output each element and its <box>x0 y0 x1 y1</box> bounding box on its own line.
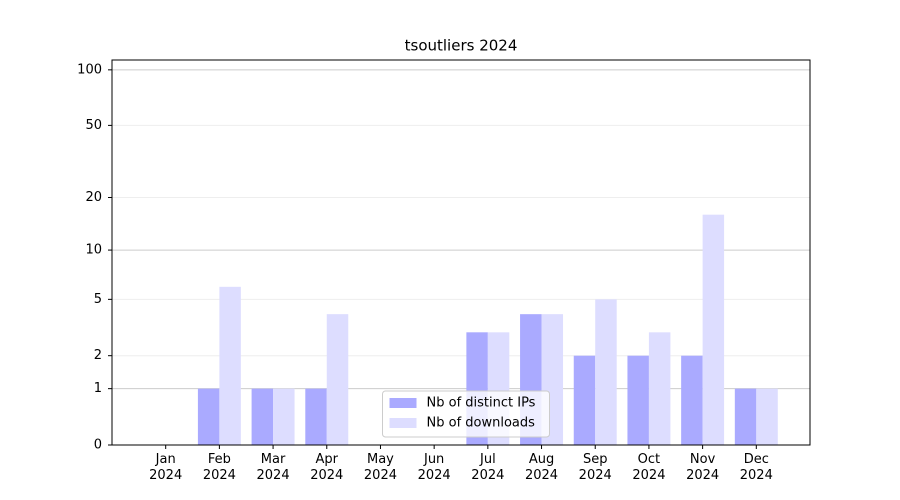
bar <box>251 388 274 445</box>
bar <box>681 355 703 445</box>
x-tick-label: Aug 2024 <box>524 452 559 483</box>
legend-swatch <box>389 418 417 428</box>
x-tick-label: Nov 2024 <box>686 452 720 483</box>
legend-box <box>382 390 550 438</box>
x-tick-label: Mar 2024 <box>256 452 290 483</box>
chart-title: tsoutliers 2024 <box>405 37 518 55</box>
x-tick-label: Jan 2024 <box>149 452 183 483</box>
x-tick-label: Apr 2024 <box>310 452 344 483</box>
y-tick-label: 5 <box>94 292 102 307</box>
bar <box>595 299 617 445</box>
x-tick-label: Sep 2024 <box>578 452 612 483</box>
bar <box>648 332 671 445</box>
x-tick-label: Dec 2024 <box>739 452 773 483</box>
bar <box>734 388 757 445</box>
legend: Nb of distinct IPs Nb of downloads <box>382 390 550 438</box>
plot-frame <box>111 59 811 446</box>
x-tick-label: Jul 2024 <box>471 452 505 483</box>
bar <box>273 388 295 445</box>
bar <box>627 355 649 445</box>
x-tick-label: May 2024 <box>363 452 397 483</box>
x-tick-label: Jun 2024 <box>417 452 451 483</box>
legend-label: Nb of distinct IPs <box>427 396 536 411</box>
bar <box>573 355 596 445</box>
y-tick-label: 1 <box>94 381 102 396</box>
bar <box>702 214 725 445</box>
bar <box>756 388 778 445</box>
x-tick-label: Feb 2024 <box>202 452 236 483</box>
y-tick-label: 50 <box>85 118 102 133</box>
legend-swatch <box>389 398 417 408</box>
bar <box>326 314 349 445</box>
bar <box>305 388 327 445</box>
y-tick-label: 100 <box>77 62 102 77</box>
y-tick-label: 0 <box>94 438 102 453</box>
legend-label: Nb of downloads <box>427 416 536 431</box>
bar <box>197 388 220 445</box>
x-tick-label: Oct 2024 <box>632 452 666 483</box>
y-tick-label: 10 <box>85 243 102 258</box>
bar <box>219 286 241 445</box>
y-tick-label: 20 <box>85 190 102 205</box>
y-tick-label: 2 <box>94 348 102 363</box>
